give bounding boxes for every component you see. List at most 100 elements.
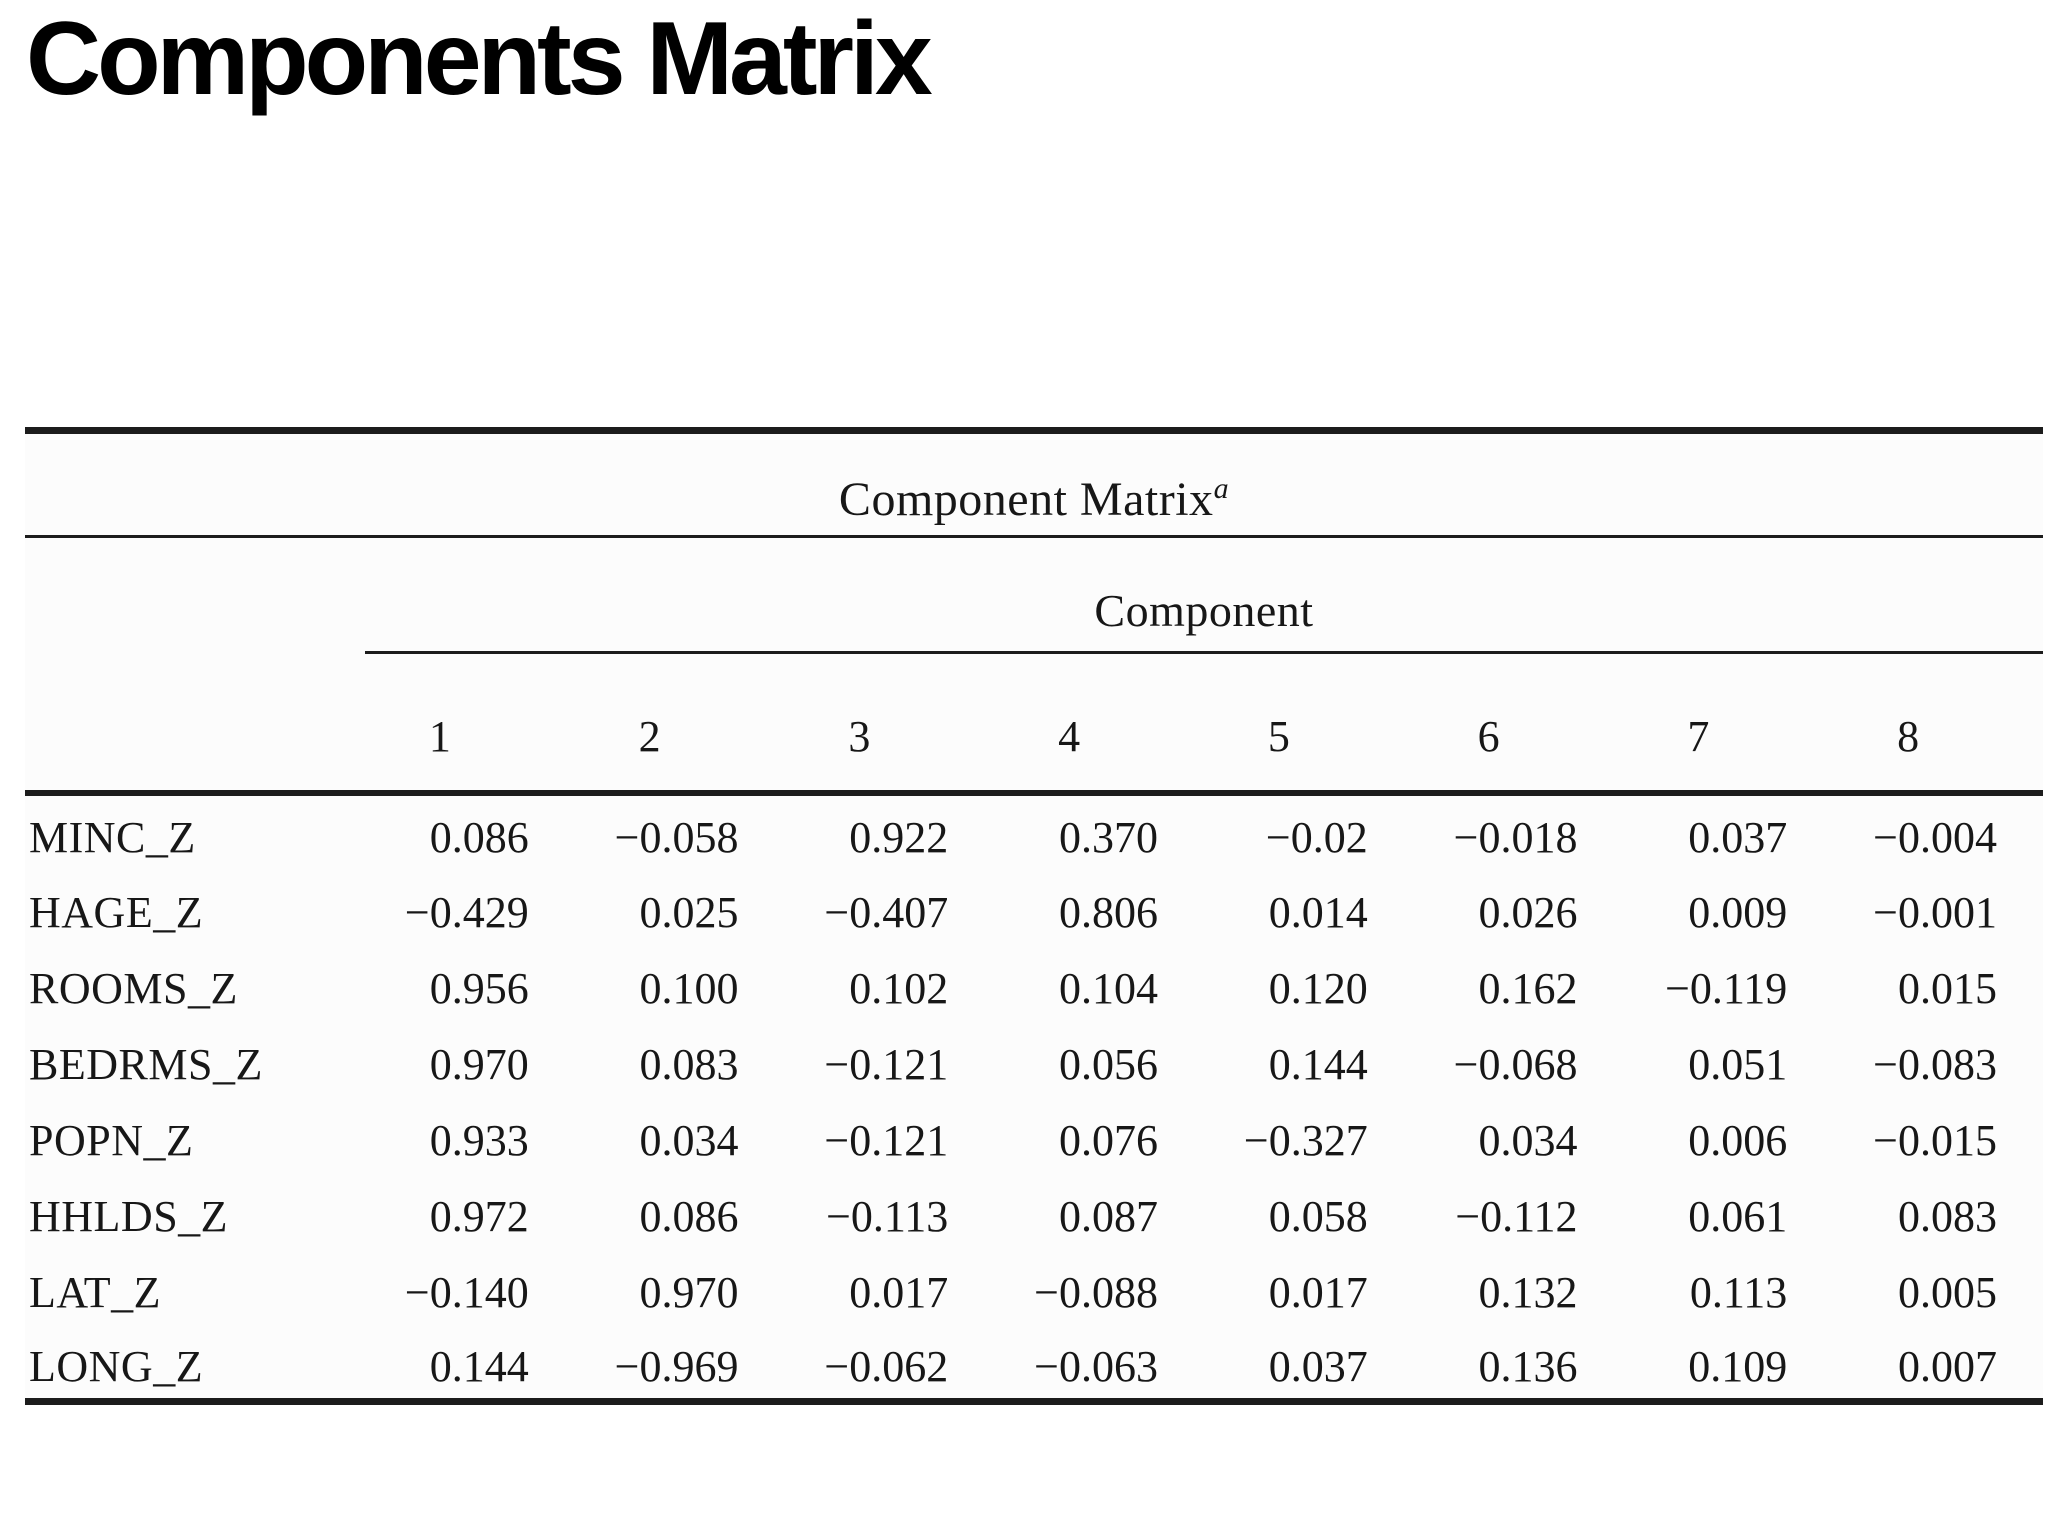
matrix-value: 0.051: [1688, 1039, 1788, 1089]
matrix-value: 0.017: [1268, 1267, 1368, 1317]
matrix-value: −0.015: [1873, 1115, 1997, 1165]
table-row: LONG_Z 0.144 −0.969 −0.062 −0.063 0.037 0.136 0…: [25, 1325, 2043, 1401]
matrix-value: −0.112: [1455, 1191, 1578, 1241]
matrix-value: 0.034: [639, 1115, 739, 1165]
matrix-value: 0.058: [1268, 1191, 1368, 1241]
matrix-value: 0.102: [849, 963, 949, 1013]
table-caption-text: Component Matrix: [838, 473, 1214, 526]
matrix-value: −0.121: [824, 1115, 949, 1165]
matrix-value: 0.015: [1898, 963, 1997, 1013]
table-row: POPN_Z 0.933 0.034 −0.121 0.076 −0.327 0.034 0.…: [25, 1097, 2043, 1173]
matrix-value: 0.806: [1059, 887, 1158, 937]
matrix-value: 0.370: [1059, 813, 1158, 862]
group-header-row: Component: [25, 536, 2043, 654]
matrix-value: 0.956: [429, 963, 529, 1013]
matrix-value: 0.005: [1898, 1267, 1997, 1317]
matrix-value: −0.327: [1243, 1115, 1368, 1165]
matrix-value: 0.113: [1689, 1267, 1788, 1317]
column-number: 1: [365, 652, 575, 796]
table-row: ROOMS_Z 0.956 0.100 0.102 0.104 0.120 0.162 −0.…: [25, 945, 2043, 1021]
matrix-value: 0.083: [1898, 1191, 1997, 1241]
matrix-value: 0.017: [849, 1267, 949, 1317]
matrix-value: 0.144: [429, 1341, 529, 1391]
matrix-value: 0.109: [1688, 1341, 1788, 1391]
matrix-value: 0.034: [1478, 1115, 1578, 1165]
matrix-value: 0.922: [849, 813, 949, 862]
matrix-value: −0.969: [614, 1341, 739, 1391]
row-label: LONG_Z: [29, 1341, 204, 1391]
footnote-marker: a: [1213, 472, 1230, 505]
matrix-value: 0.970: [429, 1039, 529, 1089]
matrix-value: −0.068: [1453, 1039, 1578, 1089]
matrix-value: 0.132: [1478, 1267, 1578, 1317]
matrix-value: 0.009: [1688, 887, 1788, 937]
column-number: 5: [1204, 652, 1414, 796]
matrix-value: 0.061: [1688, 1191, 1788, 1241]
matrix-value: 0.026: [1478, 887, 1578, 937]
matrix-value: −0.02: [1265, 813, 1368, 862]
table-row: BEDRMS_Z 0.970 0.083 −0.121 0.056 0.144 −0.068…: [25, 1021, 2043, 1097]
matrix-value: 0.037: [1688, 813, 1788, 862]
matrix-value: 0.006: [1688, 1115, 1788, 1165]
matrix-value: 0.120: [1268, 963, 1368, 1013]
column-number: 7: [1623, 652, 1834, 796]
column-number: 3: [784, 652, 995, 796]
stub-cell: [25, 652, 365, 796]
row-label: BEDRMS_Z: [29, 1039, 263, 1089]
slide-title: Components Matrix: [26, 1, 933, 117]
matrix-value: −0.018: [1453, 813, 1578, 862]
matrix-value: 0.104: [1059, 963, 1158, 1013]
matrix-value: −0.113: [826, 1191, 949, 1241]
table-body: MINC_Z 0.086 −0.058 0.922 0.370 −0.02 −0.018 0.…: [25, 793, 2043, 1401]
row-label: LAT_Z: [29, 1267, 162, 1317]
matrix-value: −0.119: [1665, 963, 1788, 1013]
table-row: HHLDS_Z 0.972 0.086 −0.113 0.087 0.058 −0.112 0…: [25, 1173, 2043, 1249]
matrix-value: 0.014: [1268, 887, 1368, 937]
row-label: MINC_Z: [29, 813, 196, 862]
matrix-value: 0.162: [1478, 963, 1578, 1013]
matrix-value: 0.007: [1898, 1341, 1997, 1391]
table-caption: Component Matrixa: [25, 430, 2043, 538]
table-row: HAGE_Z −0.429 0.025 −0.407 0.806 0.014 0.026 0.…: [25, 869, 2043, 945]
matrix-value: 0.933: [429, 1115, 529, 1165]
matrix-value: −0.121: [824, 1039, 949, 1089]
matrix-value: 0.086: [429, 813, 529, 862]
matrix-value: 0.037: [1268, 1341, 1368, 1391]
matrix-value: 0.056: [1059, 1039, 1158, 1089]
column-number: 2: [574, 652, 785, 796]
matrix-value: 0.144: [1268, 1039, 1368, 1089]
matrix-value: 0.076: [1059, 1115, 1158, 1165]
matrix-value: 0.136: [1478, 1341, 1578, 1391]
table-caption-row: Component Matrixa: [25, 430, 2043, 538]
matrix-value: 0.087: [1059, 1191, 1158, 1241]
matrix-value: −0.004: [1873, 813, 1997, 862]
matrix-value: 0.083: [639, 1039, 739, 1089]
stub-cell: [25, 537, 365, 653]
matrix-value: 0.086: [639, 1191, 739, 1241]
table-row: LAT_Z −0.140 0.970 0.017 −0.088 0.017 0.132 0.1…: [25, 1249, 2043, 1325]
matrix-value: −0.140: [404, 1267, 529, 1317]
table-row: MINC_Z 0.086 −0.058 0.922 0.370 −0.02 −0.018 0.…: [25, 793, 2043, 869]
matrix-value: −0.088: [1034, 1267, 1158, 1317]
matrix-value: −0.001: [1873, 887, 1997, 937]
component-group-header: Component: [365, 536, 2043, 654]
matrix-value: −0.407: [824, 887, 949, 937]
matrix-value: −0.429: [404, 887, 529, 937]
matrix-value: 0.025: [639, 887, 739, 937]
column-number: 4: [994, 652, 1204, 796]
row-label: HAGE_Z: [29, 887, 204, 937]
matrix-value: 0.972: [429, 1191, 529, 1241]
column-number: 8: [1833, 652, 2043, 796]
matrix-value: −0.062: [824, 1341, 949, 1391]
row-label: POPN_Z: [29, 1115, 194, 1165]
matrix-value: −0.063: [1034, 1341, 1158, 1391]
row-label: HHLDS_Z: [29, 1191, 229, 1241]
matrix-value: 0.100: [639, 963, 739, 1013]
matrix-value: −0.083: [1873, 1039, 1997, 1089]
matrix-value: 0.970: [639, 1267, 739, 1317]
matrix-value: −0.058: [614, 813, 739, 862]
column-number: 6: [1413, 652, 1624, 796]
